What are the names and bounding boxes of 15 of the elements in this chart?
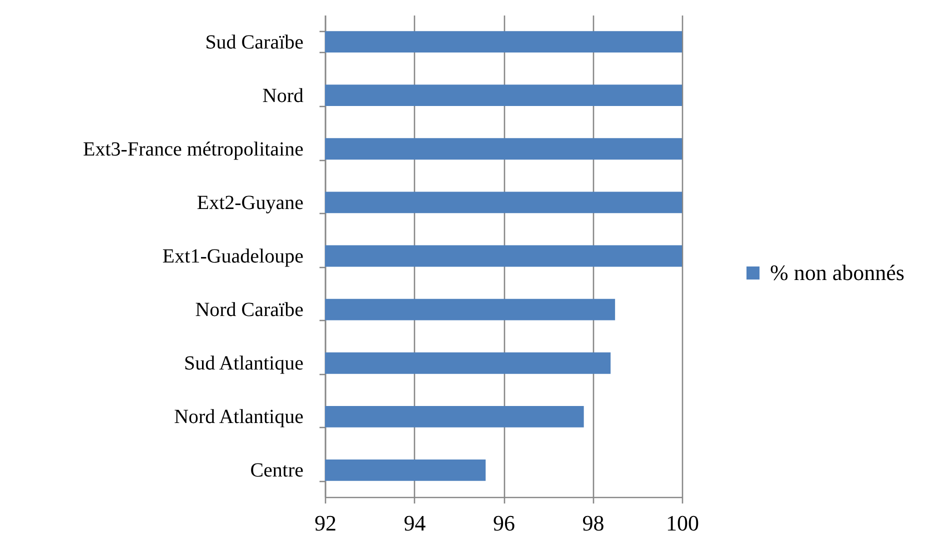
y-tick-label: Sud Caraïbe <box>205 31 304 54</box>
x-tick-label: 94 <box>404 510 426 536</box>
y-tick-label: Nord Caraïbe <box>195 299 304 322</box>
y-tick-label: Nord Atlantique <box>174 406 304 428</box>
x-tick-label: 96 <box>493 510 515 536</box>
x-tick-label: 100 <box>666 510 699 536</box>
y-tick-label: Sud Atlantique <box>184 352 304 375</box>
x-tick-label: 92 <box>314 510 336 536</box>
y-tick-label: Ext1-Guadeloupe <box>162 246 304 268</box>
legend-label: % non abonnés <box>770 260 904 285</box>
y-tick-label: Centre <box>250 460 304 482</box>
x-tick-label: 98 <box>582 510 604 536</box>
y-tick-label: Ext2-Guyane <box>196 192 304 214</box>
y-tick-label: Ext3-France métropolitaine <box>83 138 304 160</box>
y-tick-label: Nord <box>262 84 304 107</box>
